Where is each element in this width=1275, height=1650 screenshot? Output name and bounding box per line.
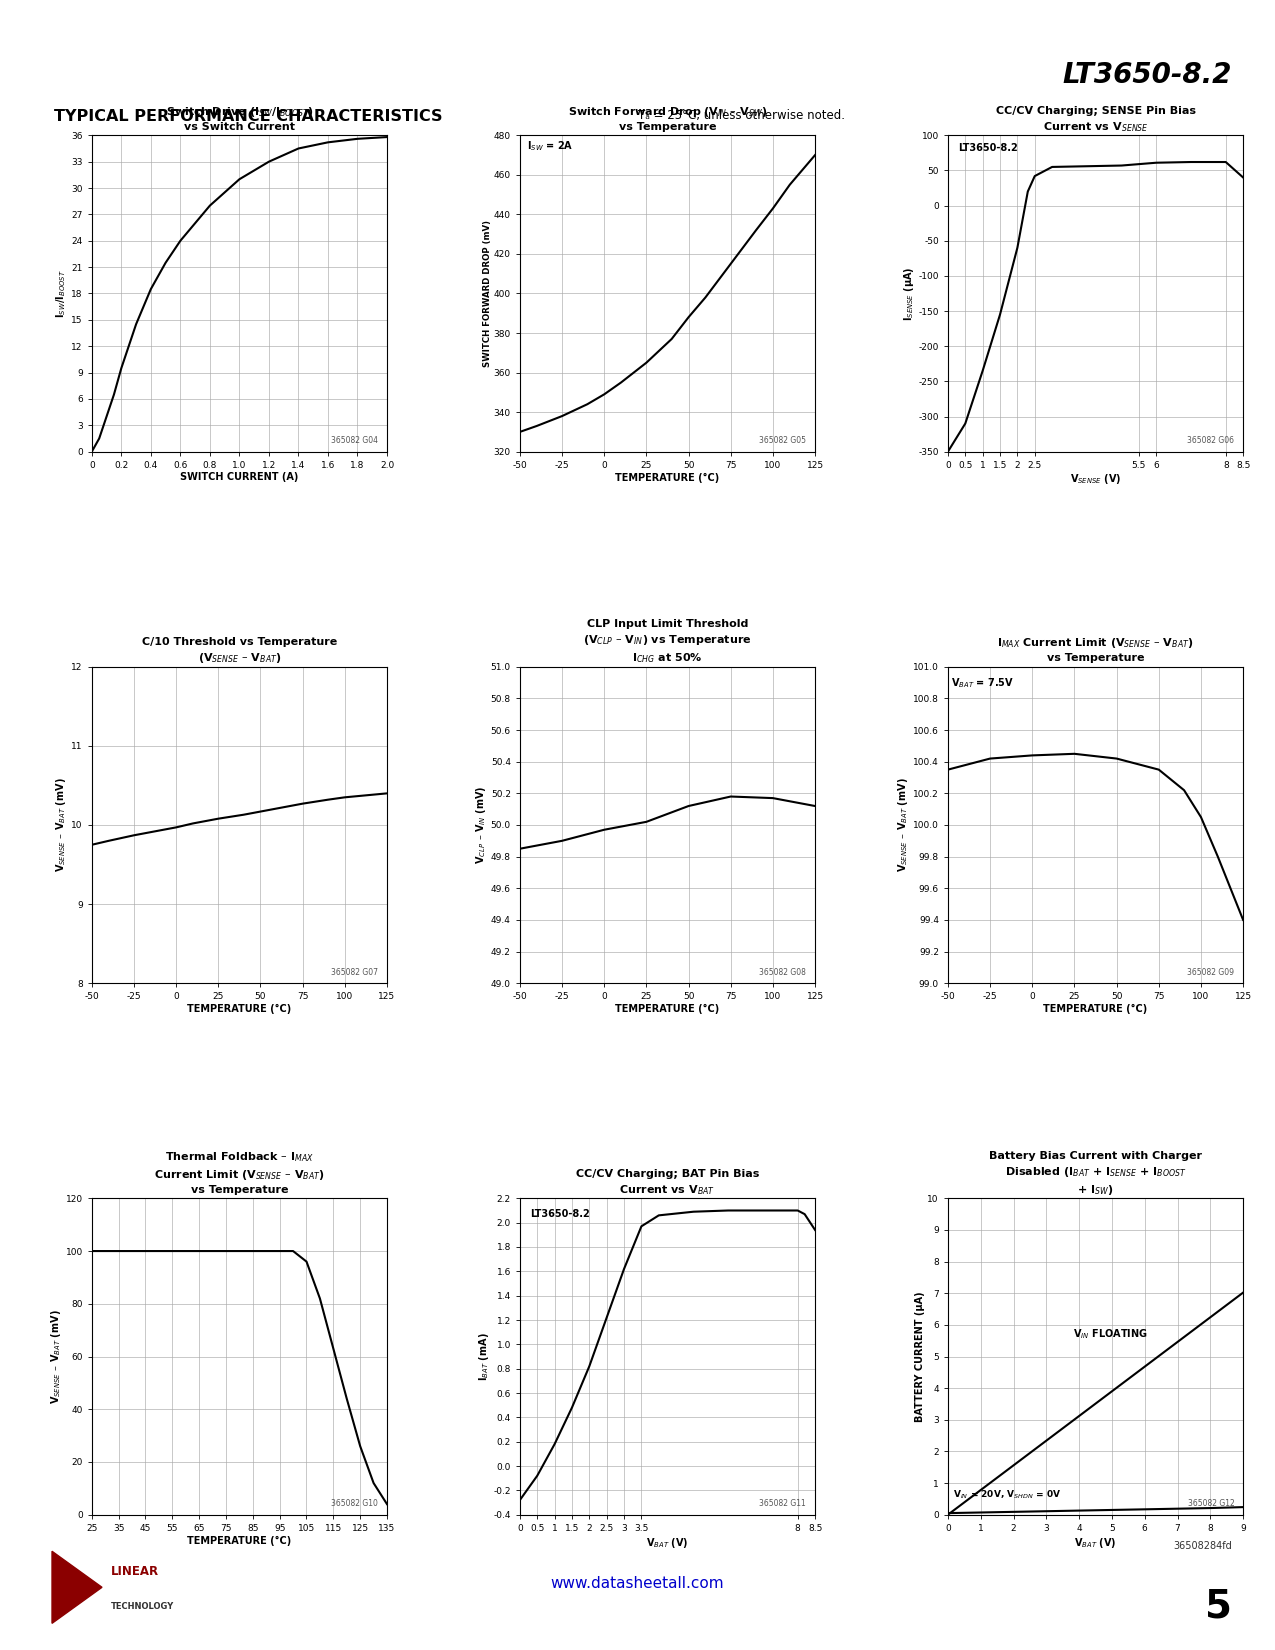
X-axis label: V$_{BAT}$ (V): V$_{BAT}$ (V) [1075,1536,1117,1549]
Y-axis label: I$_{SENSE}$ (μA): I$_{SENSE}$ (μA) [901,266,915,320]
Title: Switch Forward Drop (V$_{IN}$ – V$_{SW}$)
vs Temperature: Switch Forward Drop (V$_{IN}$ – V$_{SW}$… [567,104,768,132]
X-axis label: TEMPERATURE (°C): TEMPERATURE (°C) [187,1536,292,1546]
Y-axis label: BATTERY CURRENT (μA): BATTERY CURRENT (μA) [914,1292,924,1422]
Text: 5: 5 [1205,1587,1232,1625]
X-axis label: TEMPERATURE (°C): TEMPERATURE (°C) [616,472,719,482]
Y-axis label: V$_{SENSE}$ – V$_{BAT}$ (mV): V$_{SENSE}$ – V$_{BAT}$ (mV) [48,1308,62,1404]
Title: CC/CV Charging; SENSE Pin Bias
Current vs V$_{SENSE}$: CC/CV Charging; SENSE Pin Bias Current v… [996,106,1196,134]
X-axis label: TEMPERATURE (°C): TEMPERATURE (°C) [187,1003,292,1015]
X-axis label: SWITCH CURRENT (A): SWITCH CURRENT (A) [180,472,298,482]
Text: 365082 G12: 365082 G12 [1187,1500,1234,1508]
Text: 365082 G09: 365082 G09 [1187,969,1234,977]
Text: V$_{IN}$ = 20V, V$_{SHDN}$ = 0V: V$_{IN}$ = 20V, V$_{SHDN}$ = 0V [952,1488,1061,1502]
Y-axis label: V$_{SENSE}$ – V$_{BAT}$ (mV): V$_{SENSE}$ – V$_{BAT}$ (mV) [55,777,69,873]
Text: 365082 G07: 365082 G07 [332,969,379,977]
Text: LT3650-8.2: LT3650-8.2 [1062,61,1232,89]
Text: TYPICAL PERFORMANCE CHARACTERISTICS: TYPICAL PERFORMANCE CHARACTERISTICS [54,109,442,124]
Text: LINEAR: LINEAR [111,1566,159,1579]
Title: Thermal Foldback – I$_{MAX}$
Current Limit (V$_{SENSE}$ – V$_{BAT}$)
vs Temperat: Thermal Foldback – I$_{MAX}$ Current Lim… [154,1150,325,1195]
Title: I$_{MAX}$ Current Limit (V$_{SENSE}$ – V$_{BAT}$)
vs Temperature: I$_{MAX}$ Current Limit (V$_{SENSE}$ – V… [997,635,1193,663]
Y-axis label: I$_{BAT}$ (mA): I$_{BAT}$ (mA) [477,1332,491,1381]
Text: 365082 G06: 365082 G06 [1187,436,1234,446]
Text: V$_{IN}$ FLOATING: V$_{IN}$ FLOATING [1072,1328,1148,1341]
Text: 365082 G10: 365082 G10 [332,1500,379,1508]
Title: Switch Drive (I$_{SW}$/I$_{BOOST}$)
vs Switch Current: Switch Drive (I$_{SW}$/I$_{BOOST}$) vs S… [166,104,314,132]
Text: V$_{BAT}$ = 7.5V: V$_{BAT}$ = 7.5V [951,676,1015,690]
Text: Tₐ = 25°C, unless otherwise noted.: Tₐ = 25°C, unless otherwise noted. [638,109,844,122]
Title: CLP Input Limit Threshold
(V$_{CLP}$ – V$_{IN}$) vs Temperature
I$_{CHG}$ at 50%: CLP Input Limit Threshold (V$_{CLP}$ – V… [583,619,752,665]
X-axis label: TEMPERATURE (°C): TEMPERATURE (°C) [616,1003,719,1015]
Text: 36508284fd: 36508284fd [1173,1541,1232,1551]
Y-axis label: V$_{SENSE}$ – V$_{BAT}$ (mV): V$_{SENSE}$ – V$_{BAT}$ (mV) [896,777,910,873]
Text: 365082 G11: 365082 G11 [760,1500,806,1508]
Text: 365082 G05: 365082 G05 [759,436,806,446]
Polygon shape [52,1551,102,1624]
X-axis label: TEMPERATURE (°C): TEMPERATURE (°C) [1043,1003,1148,1015]
Text: www.datasheetall.com: www.datasheetall.com [551,1576,724,1592]
Title: C/10 Threshold vs Temperature
(V$_{SENSE}$ – V$_{BAT}$): C/10 Threshold vs Temperature (V$_{SENSE… [142,637,337,665]
Title: CC/CV Charging; BAT Pin Bias
Current vs V$_{BAT}$: CC/CV Charging; BAT Pin Bias Current vs … [576,1168,759,1196]
Y-axis label: I$_{SW}$/I$_{BOOST}$: I$_{SW}$/I$_{BOOST}$ [55,269,69,318]
Text: LT3650-8.2: LT3650-8.2 [959,144,1017,153]
Title: Battery Bias Current with Charger
Disabled (I$_{BAT}$ + I$_{SENSE}$ + I$_{BOOST}: Battery Bias Current with Charger Disabl… [989,1150,1202,1196]
Text: I$_{SW}$ = 2A: I$_{SW}$ = 2A [527,139,572,153]
Text: 365082 G08: 365082 G08 [760,969,806,977]
Y-axis label: SWITCH FORWARD DROP (mV): SWITCH FORWARD DROP (mV) [483,219,492,366]
Text: TECHNOLOGY: TECHNOLOGY [111,1602,175,1610]
Text: 365082 G04: 365082 G04 [332,436,379,446]
Text: LT3650-8.2: LT3650-8.2 [530,1208,590,1219]
Y-axis label: V$_{CLP}$ – V$_{IN}$ (mV): V$_{CLP}$ – V$_{IN}$ (mV) [474,785,488,865]
X-axis label: V$_{BAT}$ (V): V$_{BAT}$ (V) [646,1536,688,1549]
X-axis label: V$_{SENSE}$ (V): V$_{SENSE}$ (V) [1070,472,1121,487]
